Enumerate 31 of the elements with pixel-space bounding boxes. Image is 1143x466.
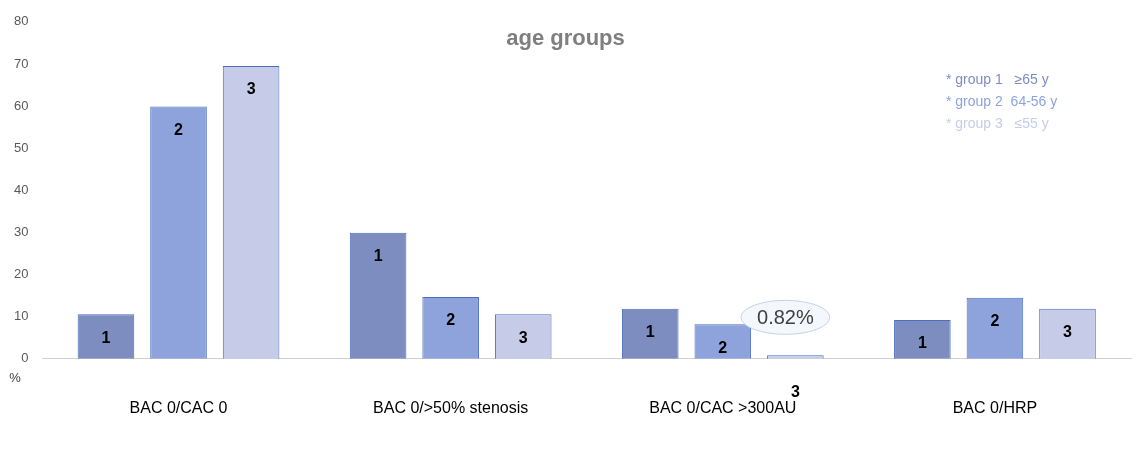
- y-tick-label: 10: [13, 308, 29, 324]
- annotation: 1: [917, 334, 927, 352]
- annotation: 1: [373, 247, 383, 265]
- annotation: 3: [1063, 323, 1073, 341]
- y-tick-label: 20: [13, 266, 29, 282]
- text: * group 3 ≤55 y: [946, 114, 1049, 131]
- chart-title: age groups: [506, 24, 625, 50]
- y-tick-label: 0: [21, 350, 29, 366]
- annotation: 2: [990, 312, 1000, 330]
- text: * group 1 ≥65 y: [946, 70, 1049, 87]
- y-axis-title: %: [9, 370, 22, 386]
- y-tick-label: 50: [13, 139, 29, 155]
- annotation: 2: [174, 120, 184, 138]
- text: 3: [790, 383, 800, 401]
- y-tick-label: 30: [13, 224, 29, 239]
- x-tick-label: BAC 0/>50% stenosis: [373, 398, 529, 416]
- x-tick-label: BAC 0/CAC >300AU: [649, 398, 797, 416]
- annotation: 2: [446, 311, 456, 329]
- annotation: 0.82%: [757, 305, 814, 328]
- text: * group 2 64-56 y: [946, 92, 1058, 109]
- y-tick-label: 70: [13, 55, 29, 71]
- annotation: 1: [101, 328, 111, 346]
- y-tick-label: 80: [13, 13, 29, 29]
- annotation: 1: [645, 323, 655, 341]
- y-tick-label: 40: [13, 181, 29, 197]
- annotation: 2: [718, 338, 728, 356]
- annotation: 3: [518, 328, 528, 346]
- annotation: 3: [246, 80, 256, 98]
- x-tick-label: BAC 0/CAC 0: [129, 398, 228, 416]
- y-tick-label: 60: [13, 97, 29, 113]
- x-tick-label: BAC 0/HRP: [952, 398, 1038, 416]
